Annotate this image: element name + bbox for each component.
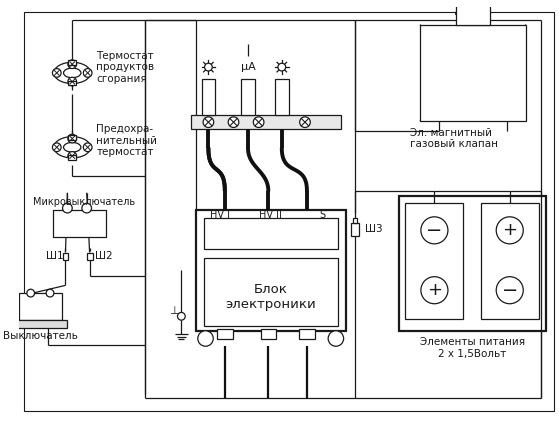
Bar [456, 5, 490, 25]
Circle shape [53, 143, 61, 151]
Circle shape [46, 289, 54, 297]
Circle shape [421, 217, 448, 244]
Bar [68, 135, 76, 140]
Bar [196, 210, 345, 331]
Bar [19, 293, 61, 320]
Text: Блок
электроники: Блок электроники [225, 283, 316, 311]
Bar [53, 210, 106, 237]
Circle shape [328, 331, 344, 346]
Text: Микровыключатель: Микровыключатель [32, 197, 135, 207]
Text: Ш3: Ш3 [365, 224, 382, 234]
Bar [241, 79, 255, 115]
Text: ⊥: ⊥ [169, 307, 178, 316]
Text: μA: μA [240, 62, 255, 72]
Bar [63, 253, 68, 260]
Text: Эл. магнитный
газовый клапан: Эл. магнитный газовый клапан [410, 128, 498, 149]
Bar [13, 320, 68, 328]
Text: Ш1: Ш1 [46, 251, 64, 261]
Text: Выключатель: Выключатель [3, 331, 78, 341]
Bar [203, 258, 338, 326]
Circle shape [68, 60, 77, 69]
Circle shape [68, 134, 77, 143]
Text: +: + [502, 221, 517, 239]
Circle shape [278, 63, 286, 71]
Circle shape [178, 313, 185, 320]
Circle shape [253, 117, 264, 127]
Text: S: S [320, 210, 325, 220]
Bar [240, 162, 250, 177]
Bar [68, 60, 76, 65]
Ellipse shape [54, 137, 91, 158]
Text: +: + [427, 281, 442, 299]
Text: −: − [501, 281, 518, 300]
Bar [299, 329, 315, 338]
Text: HV II: HV II [259, 210, 282, 220]
Bar [260, 329, 276, 338]
Bar [352, 222, 359, 236]
Bar [353, 218, 357, 222]
Bar [68, 81, 76, 85]
Bar [87, 253, 92, 260]
Circle shape [203, 117, 214, 127]
Bar [203, 218, 338, 249]
Ellipse shape [64, 68, 81, 78]
Circle shape [205, 63, 212, 71]
Circle shape [53, 69, 61, 77]
Text: Элементы питания
2 х 1,5Вольт: Элементы питания 2 х 1,5Вольт [419, 338, 525, 359]
Circle shape [300, 117, 310, 127]
Bar [399, 195, 547, 331]
Bar [481, 203, 539, 319]
Circle shape [27, 289, 35, 297]
Circle shape [68, 151, 77, 160]
Circle shape [83, 143, 92, 151]
Bar [405, 203, 463, 319]
Text: Ш2: Ш2 [96, 251, 113, 261]
Bar [420, 25, 526, 121]
Text: −: − [426, 221, 443, 240]
Circle shape [496, 277, 523, 304]
Circle shape [82, 203, 92, 213]
Circle shape [83, 69, 92, 77]
Text: HV I: HV I [210, 210, 230, 220]
Circle shape [421, 277, 448, 304]
Text: Термостат
продуктов
сгорания: Термостат продуктов сгорания [96, 50, 154, 84]
Bar [275, 79, 288, 115]
Bar [202, 79, 215, 115]
Circle shape [228, 117, 239, 127]
Ellipse shape [64, 143, 81, 152]
Circle shape [68, 77, 77, 86]
Text: Предохра-
нительный
термостат: Предохра- нительный термостат [96, 124, 158, 157]
Circle shape [496, 217, 523, 244]
Ellipse shape [54, 62, 91, 83]
Bar [217, 329, 233, 338]
Circle shape [198, 331, 213, 346]
Bar [68, 155, 76, 160]
Circle shape [63, 203, 72, 213]
Bar [191, 115, 341, 129]
